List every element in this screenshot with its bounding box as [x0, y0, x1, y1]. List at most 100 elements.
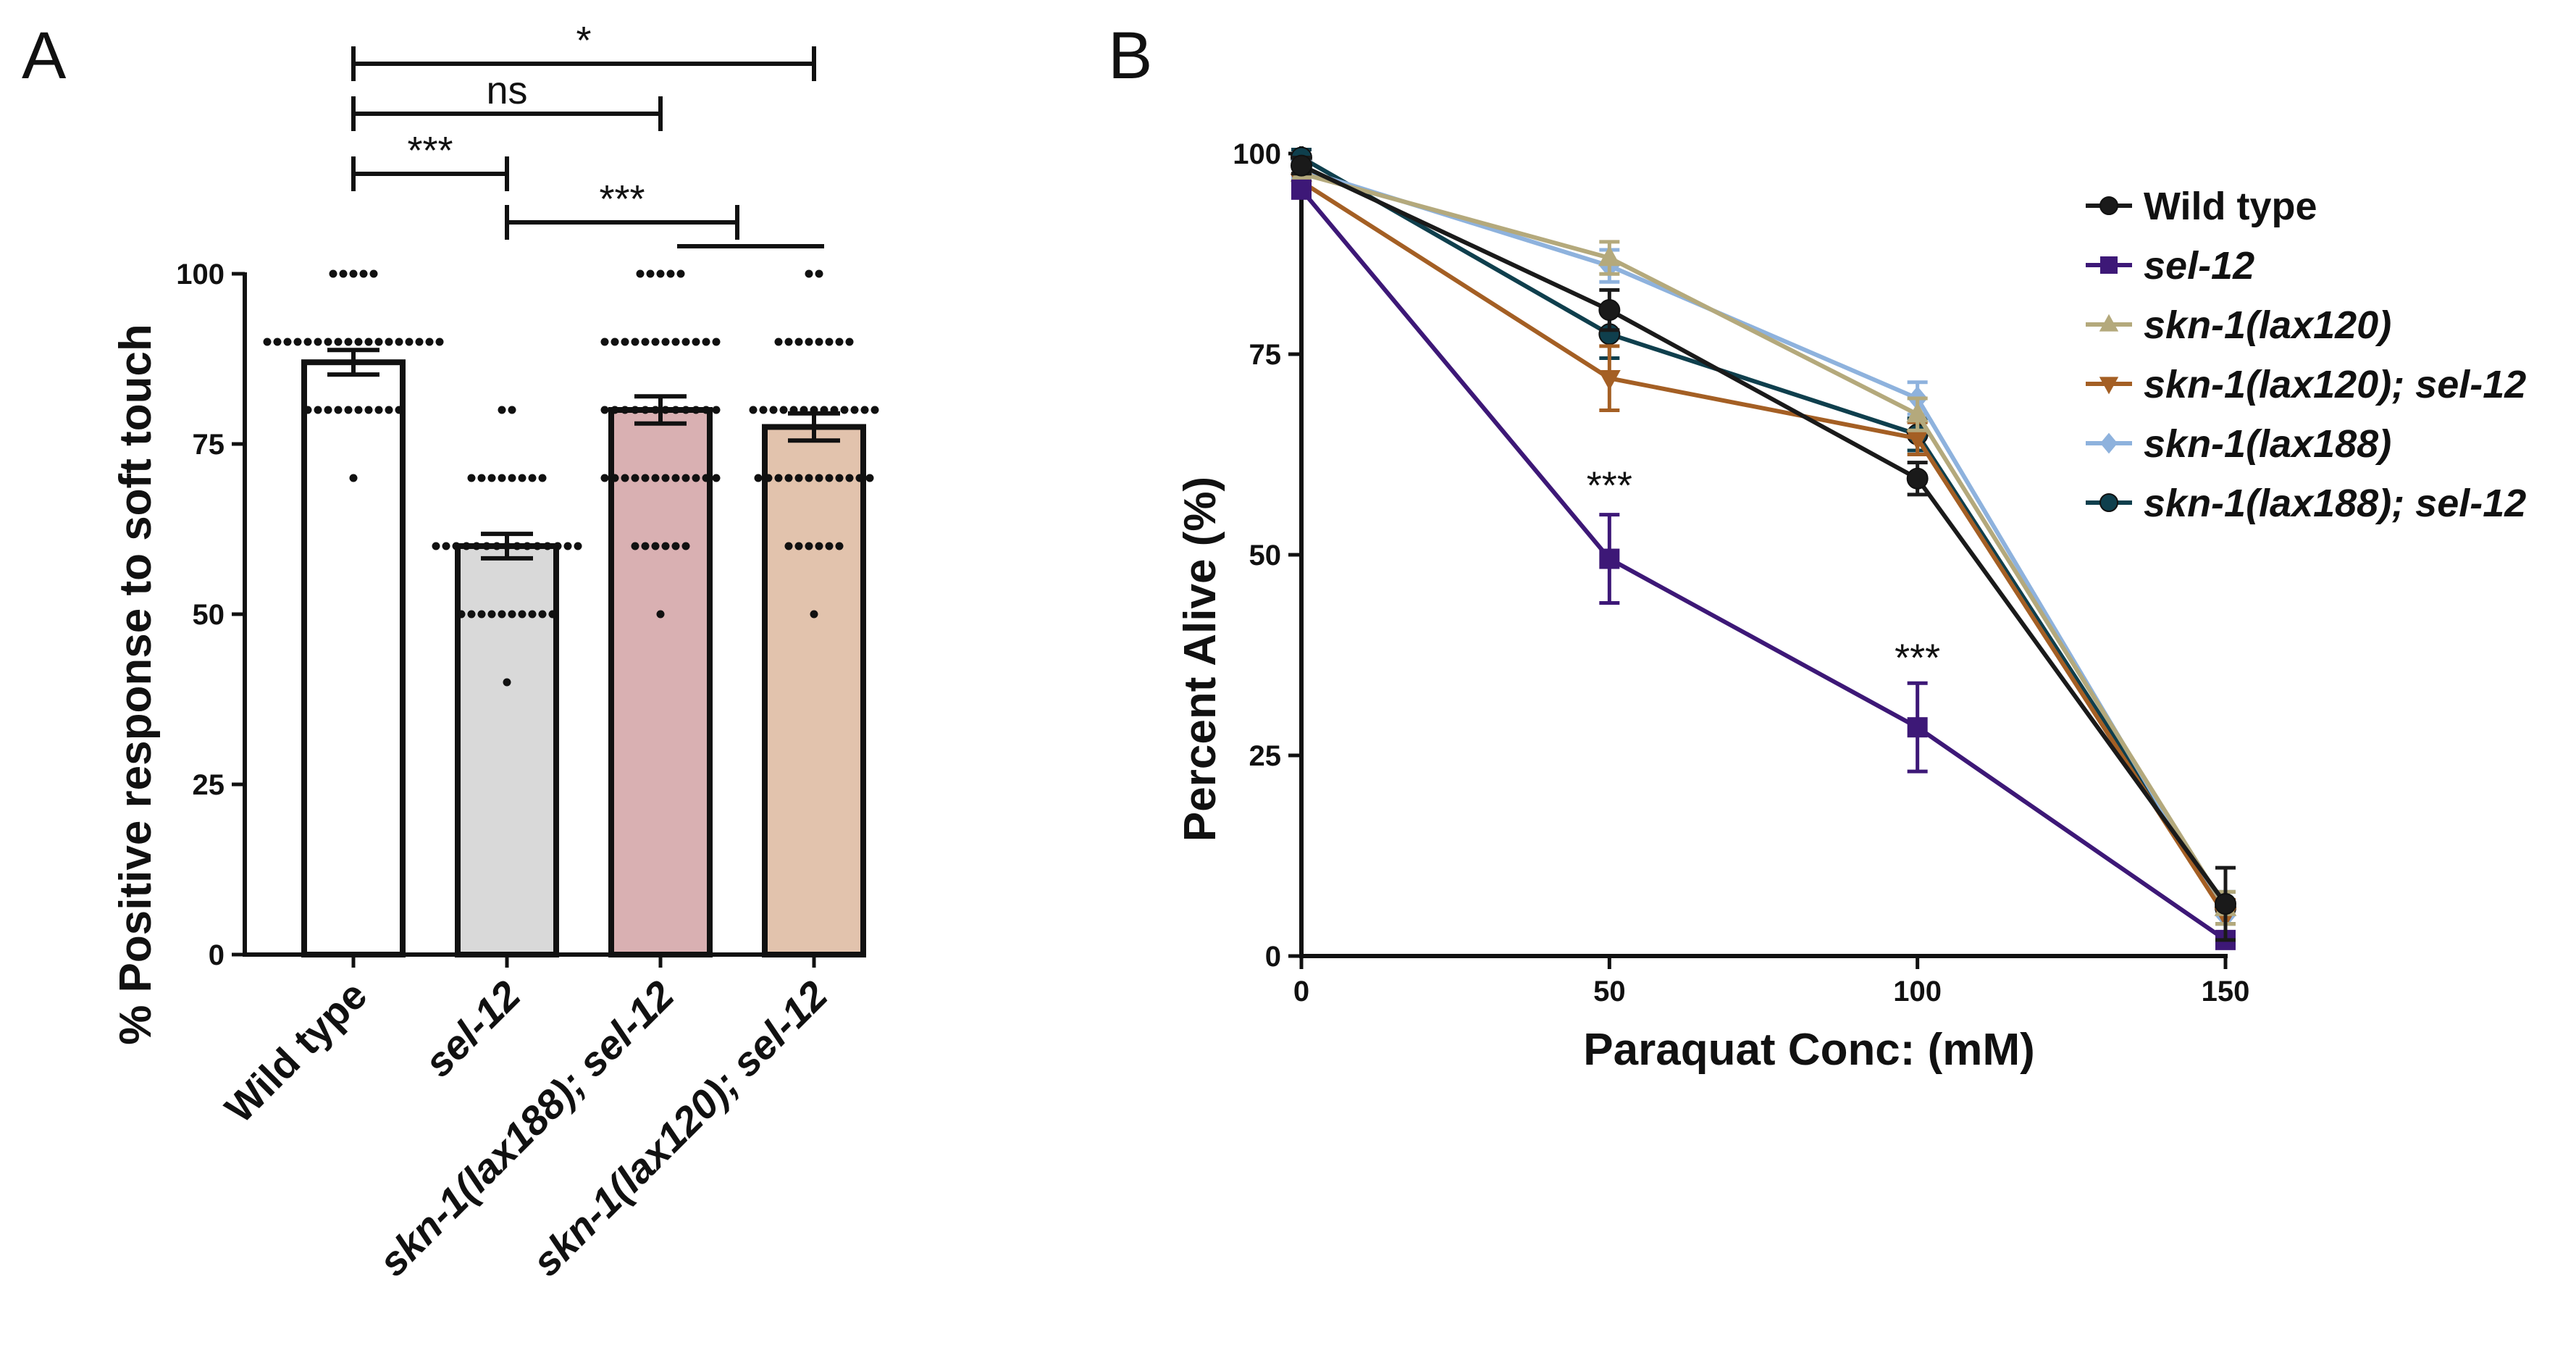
- series-lines: [1290, 146, 2237, 950]
- data-point: [671, 542, 680, 550]
- data-point: [825, 338, 834, 346]
- data-point: [349, 269, 358, 278]
- data-point: [314, 406, 322, 414]
- y-axis-title: % Positive response to soft touch: [111, 324, 161, 1045]
- data-point: [651, 542, 660, 550]
- data-point: [631, 338, 639, 346]
- data-point: [656, 269, 665, 278]
- data-point: [354, 338, 363, 346]
- series-line: [1300, 163, 2228, 905]
- data-point: [487, 474, 496, 482]
- significance-label: ***: [407, 129, 453, 172]
- data-point: [467, 610, 476, 619]
- data-point: [676, 269, 685, 278]
- data-point-marker: [1598, 299, 1621, 322]
- data-point: [621, 406, 629, 414]
- legend-item: skn-1(lax120): [2086, 303, 2391, 347]
- y-tick-label: 25: [193, 769, 225, 801]
- data-point-marker: [1598, 246, 1621, 267]
- data-point: [692, 474, 700, 482]
- data-point: [334, 338, 343, 346]
- data-point: [712, 474, 721, 482]
- data-point: [825, 542, 834, 550]
- data-point: [805, 338, 813, 346]
- data-point-marker: [1291, 179, 1312, 200]
- data-points: [263, 269, 879, 687]
- data-point: [374, 338, 383, 346]
- data-point-marker: [1906, 467, 1929, 490]
- data-point: [631, 406, 639, 414]
- data-point: [661, 338, 670, 346]
- data-point: [855, 474, 864, 482]
- data-point: [600, 406, 609, 414]
- data-point: [385, 406, 393, 414]
- data-point-marker: [2099, 493, 2118, 512]
- data-point: [498, 406, 506, 414]
- category-label: Wild type: [216, 972, 375, 1131]
- data-point: [477, 474, 486, 482]
- data-point: [492, 542, 501, 550]
- data-point: [273, 338, 282, 346]
- data-point: [671, 338, 680, 346]
- data-point-marker: [2099, 314, 2119, 332]
- data-point: [681, 406, 690, 414]
- significance-label: ***: [1895, 637, 1940, 680]
- data-point: [432, 542, 440, 550]
- data-point: [344, 406, 353, 414]
- data-point: [779, 406, 788, 414]
- data-point: [712, 338, 721, 346]
- data-point: [661, 542, 670, 550]
- data-point: [477, 610, 486, 619]
- data-point: [324, 338, 332, 346]
- bar: [762, 424, 866, 957]
- y-tick-label: 25: [1249, 740, 1282, 772]
- legend-label: skn-1(lax120): [2144, 303, 2391, 347]
- data-point: [548, 610, 557, 619]
- data-point: [518, 474, 526, 482]
- data-point: [702, 474, 710, 482]
- x-tick-label: 100: [1893, 976, 1942, 1007]
- data-point: [805, 269, 813, 278]
- data-point-marker: [1291, 154, 1312, 177]
- series-skn-1-lax120-sel-12: [1290, 172, 2237, 934]
- legend-item: skn-1(lax188); sel-12: [2086, 482, 2526, 525]
- x-tick-label: 150: [2202, 976, 2250, 1007]
- category-label: sel-12: [416, 972, 529, 1086]
- data-point: [845, 474, 854, 482]
- data-point: [636, 269, 645, 278]
- legend-label: Wild type: [2144, 185, 2317, 228]
- data-point: [600, 338, 609, 346]
- y-tick-label: 100: [176, 259, 225, 290]
- legend-item: Wild type: [2086, 185, 2317, 228]
- data-point: [354, 406, 363, 414]
- data-point-marker: [2100, 256, 2118, 274]
- data-point: [810, 610, 818, 619]
- error-bars: [327, 348, 840, 561]
- legend-item: skn-1(lax120); sel-12: [2086, 363, 2526, 406]
- legend-label: skn-1(lax188): [2144, 422, 2391, 466]
- y-tick-labels: 0 25 50 75 100: [1233, 138, 1281, 973]
- data-point-marker: [1906, 430, 1929, 451]
- data-point: [666, 269, 675, 278]
- y-tick-label: 0: [1265, 941, 1281, 973]
- y-axis-title: Percent Alive (%): [1175, 477, 1225, 842]
- data-point: [845, 338, 854, 346]
- data-point: [692, 338, 700, 346]
- data-point: [641, 542, 650, 550]
- legend: Wild type sel-12 skn-1(lax120) skn-1(lax120…: [2086, 185, 2526, 525]
- data-point: [518, 610, 526, 619]
- data-point: [263, 338, 272, 346]
- data-point: [815, 542, 823, 550]
- legend-item: skn-1(lax188): [2086, 422, 2391, 466]
- data-point: [523, 542, 532, 550]
- data-point-marker: [2215, 892, 2236, 915]
- data-point: [815, 338, 823, 346]
- data-point: [339, 269, 348, 278]
- data-point: [621, 338, 629, 346]
- y-tick-label: 75: [1249, 339, 1282, 371]
- data-point: [329, 269, 337, 278]
- y-tick-label: 75: [193, 429, 225, 461]
- data-point: [374, 406, 383, 414]
- data-point: [467, 474, 476, 482]
